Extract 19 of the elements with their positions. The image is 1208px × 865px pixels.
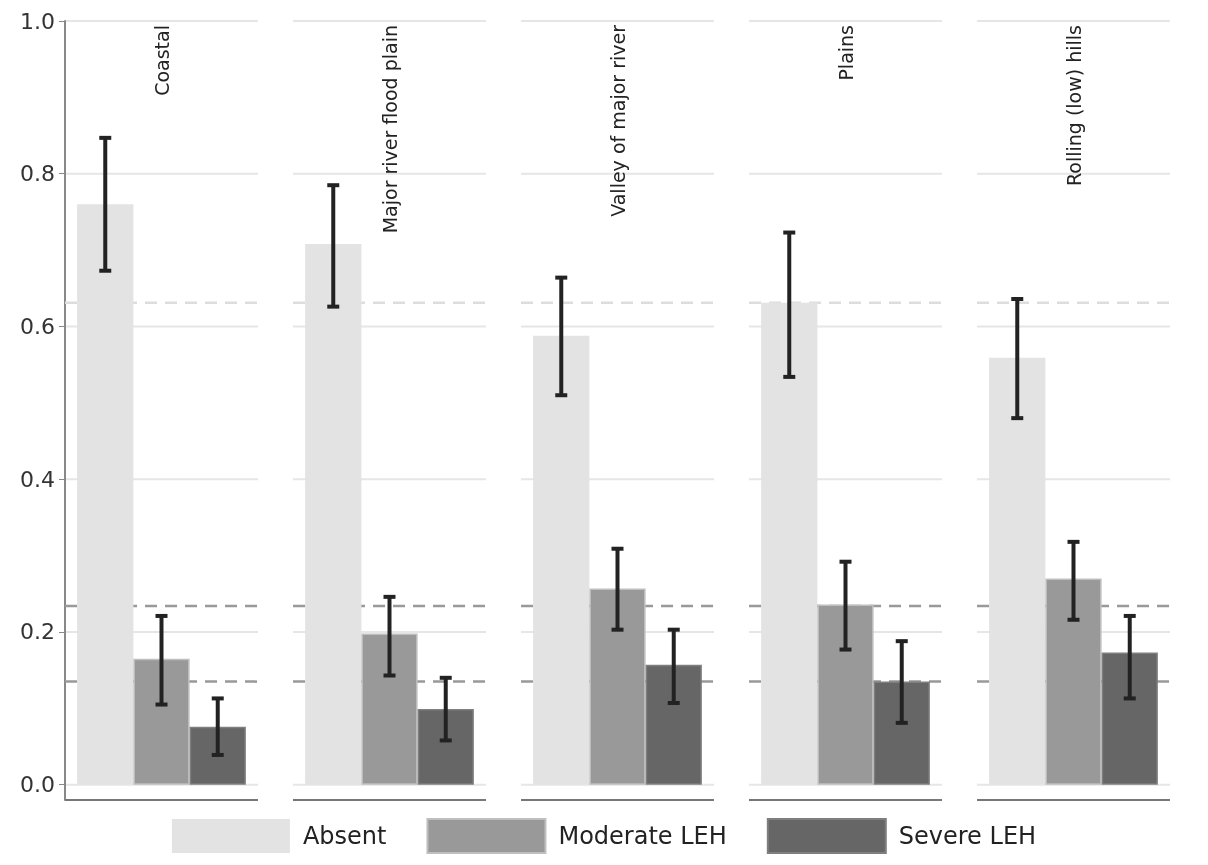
legend-label: Severe LEH (898, 822, 1037, 850)
x-tick-label: Major river flood plain (378, 25, 401, 234)
bar (417, 709, 474, 785)
x-tick-label: Valley of major river (606, 24, 629, 217)
y-tick-label: 0.6 (20, 313, 55, 339)
x-tick-label: Coastal (150, 25, 173, 96)
y-tick-label: 0.2 (20, 619, 55, 645)
bar (873, 681, 930, 785)
legend-label: Moderate LEH (558, 822, 727, 850)
bar (645, 664, 702, 785)
bar (1101, 652, 1158, 785)
y-tick-label: 0.8 (20, 161, 55, 187)
y-tick-label: 0.4 (20, 466, 55, 492)
x-tick-label: Plains (834, 25, 857, 81)
x-tick-label: Rolling (low) hills (1062, 25, 1085, 187)
bar (189, 726, 246, 785)
y-tick-label: 1.0 (20, 8, 55, 34)
y-tick-label: 0.0 (20, 772, 55, 798)
legend-label: Absent (302, 822, 387, 850)
